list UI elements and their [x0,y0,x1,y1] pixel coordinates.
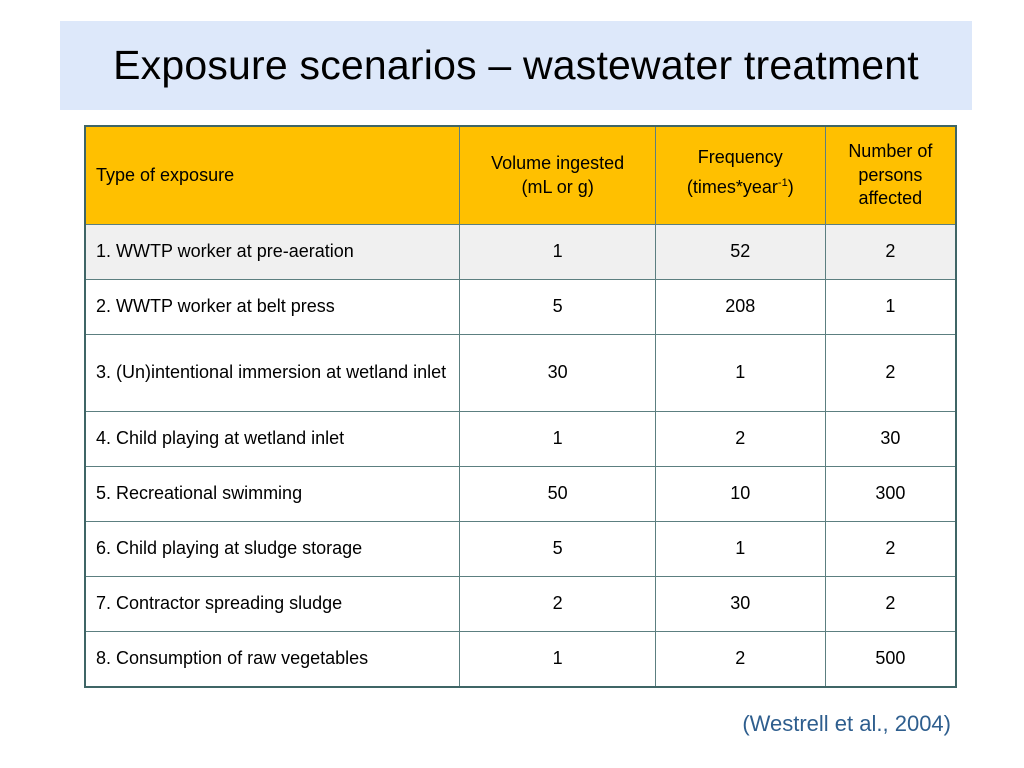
cell-persons: 300 [824,466,957,522]
cell-type: 1. WWTP worker at pre-aeration [84,224,461,280]
cell-persons: 2 [824,334,957,412]
table-row: 5. Recreational swimming 50 10 300 [84,466,957,522]
header-type: Type of exposure [84,125,461,225]
cell-type: 5. Recreational swimming [84,466,461,522]
cell-persons: 2 [824,576,957,632]
header-row: Type of exposure Volume ingested (mL or … [84,125,957,225]
header-volume-line1: Volume ingested [491,153,625,174]
table-row: 8. Consumption of raw vegetables 1 2 500 [84,631,957,687]
slide-title: Exposure scenarios – wastewater treatmen… [113,42,919,88]
cell-frequency: 52 [654,224,826,280]
header-persons-line1: Number of [848,141,933,162]
table-row: 6. Child playing at sludge storage 5 1 2 [84,521,957,577]
cell-frequency: 208 [654,279,826,335]
cell-type: 7. Contractor spreading sludge [84,576,461,632]
header-frequency-close: ) [787,177,794,198]
header-persons: Number of persons affected [824,125,957,225]
header-persons-line3: affected [858,188,923,209]
header-persons-line2: persons [858,164,923,185]
cell-volume: 30 [459,334,656,412]
cell-type: 3. (Un)intentional immersion at wetland … [84,334,461,412]
header-frequency-unit: (times*year [686,177,778,198]
table-row: 4. Child playing at wetland inlet 1 2 30 [84,411,957,467]
header-frequency-line1: Frequency [697,146,783,167]
cell-volume: 1 [459,631,656,687]
table-row: 7. Contractor spreading sludge 2 30 2 [84,576,957,632]
table-row: 1. WWTP worker at pre-aeration 1 52 2 [84,224,957,280]
cell-type: 2. WWTP worker at belt press [84,279,461,335]
cell-frequency: 10 [654,466,826,522]
header-volume-line2: (mL or g) [521,176,594,197]
cell-persons: 30 [824,411,957,467]
cell-volume: 1 [459,224,656,280]
cell-frequency: 2 [654,631,826,687]
cell-volume: 5 [459,279,656,335]
exposure-table: Type of exposure Volume ingested (mL or … [84,125,957,688]
cell-type: 4. Child playing at wetland inlet [84,411,461,467]
cell-persons: 2 [824,224,957,280]
cell-frequency: 30 [654,576,826,632]
header-frequency-exponent: -1 [777,177,788,190]
header-volume: Volume ingested (mL or g) [459,125,656,225]
cell-persons: 1 [824,279,957,335]
table-row: 2. WWTP worker at belt press 5 208 1 [84,279,957,335]
cell-volume: 50 [459,466,656,522]
header-frequency-line2: (times*year-1) [687,177,794,197]
cell-volume: 5 [459,521,656,577]
cell-volume: 2 [459,576,656,632]
cell-frequency: 1 [654,334,826,412]
cell-persons: 2 [824,521,957,577]
cell-frequency: 2 [654,411,826,467]
cell-volume: 1 [459,411,656,467]
table-row: 3. (Un)intentional immersion at wetland … [84,334,957,412]
title-band: Exposure scenarios – wastewater treatmen… [60,21,972,110]
header-frequency: Frequency (times*year-1) [654,125,826,225]
citation: (Westrell et al., 2004) [742,711,951,736]
cell-type: 8. Consumption of raw vegetables [84,631,461,687]
cell-frequency: 1 [654,521,826,577]
cell-type: 6. Child playing at sludge storage [84,521,461,577]
cell-persons: 500 [824,631,957,687]
